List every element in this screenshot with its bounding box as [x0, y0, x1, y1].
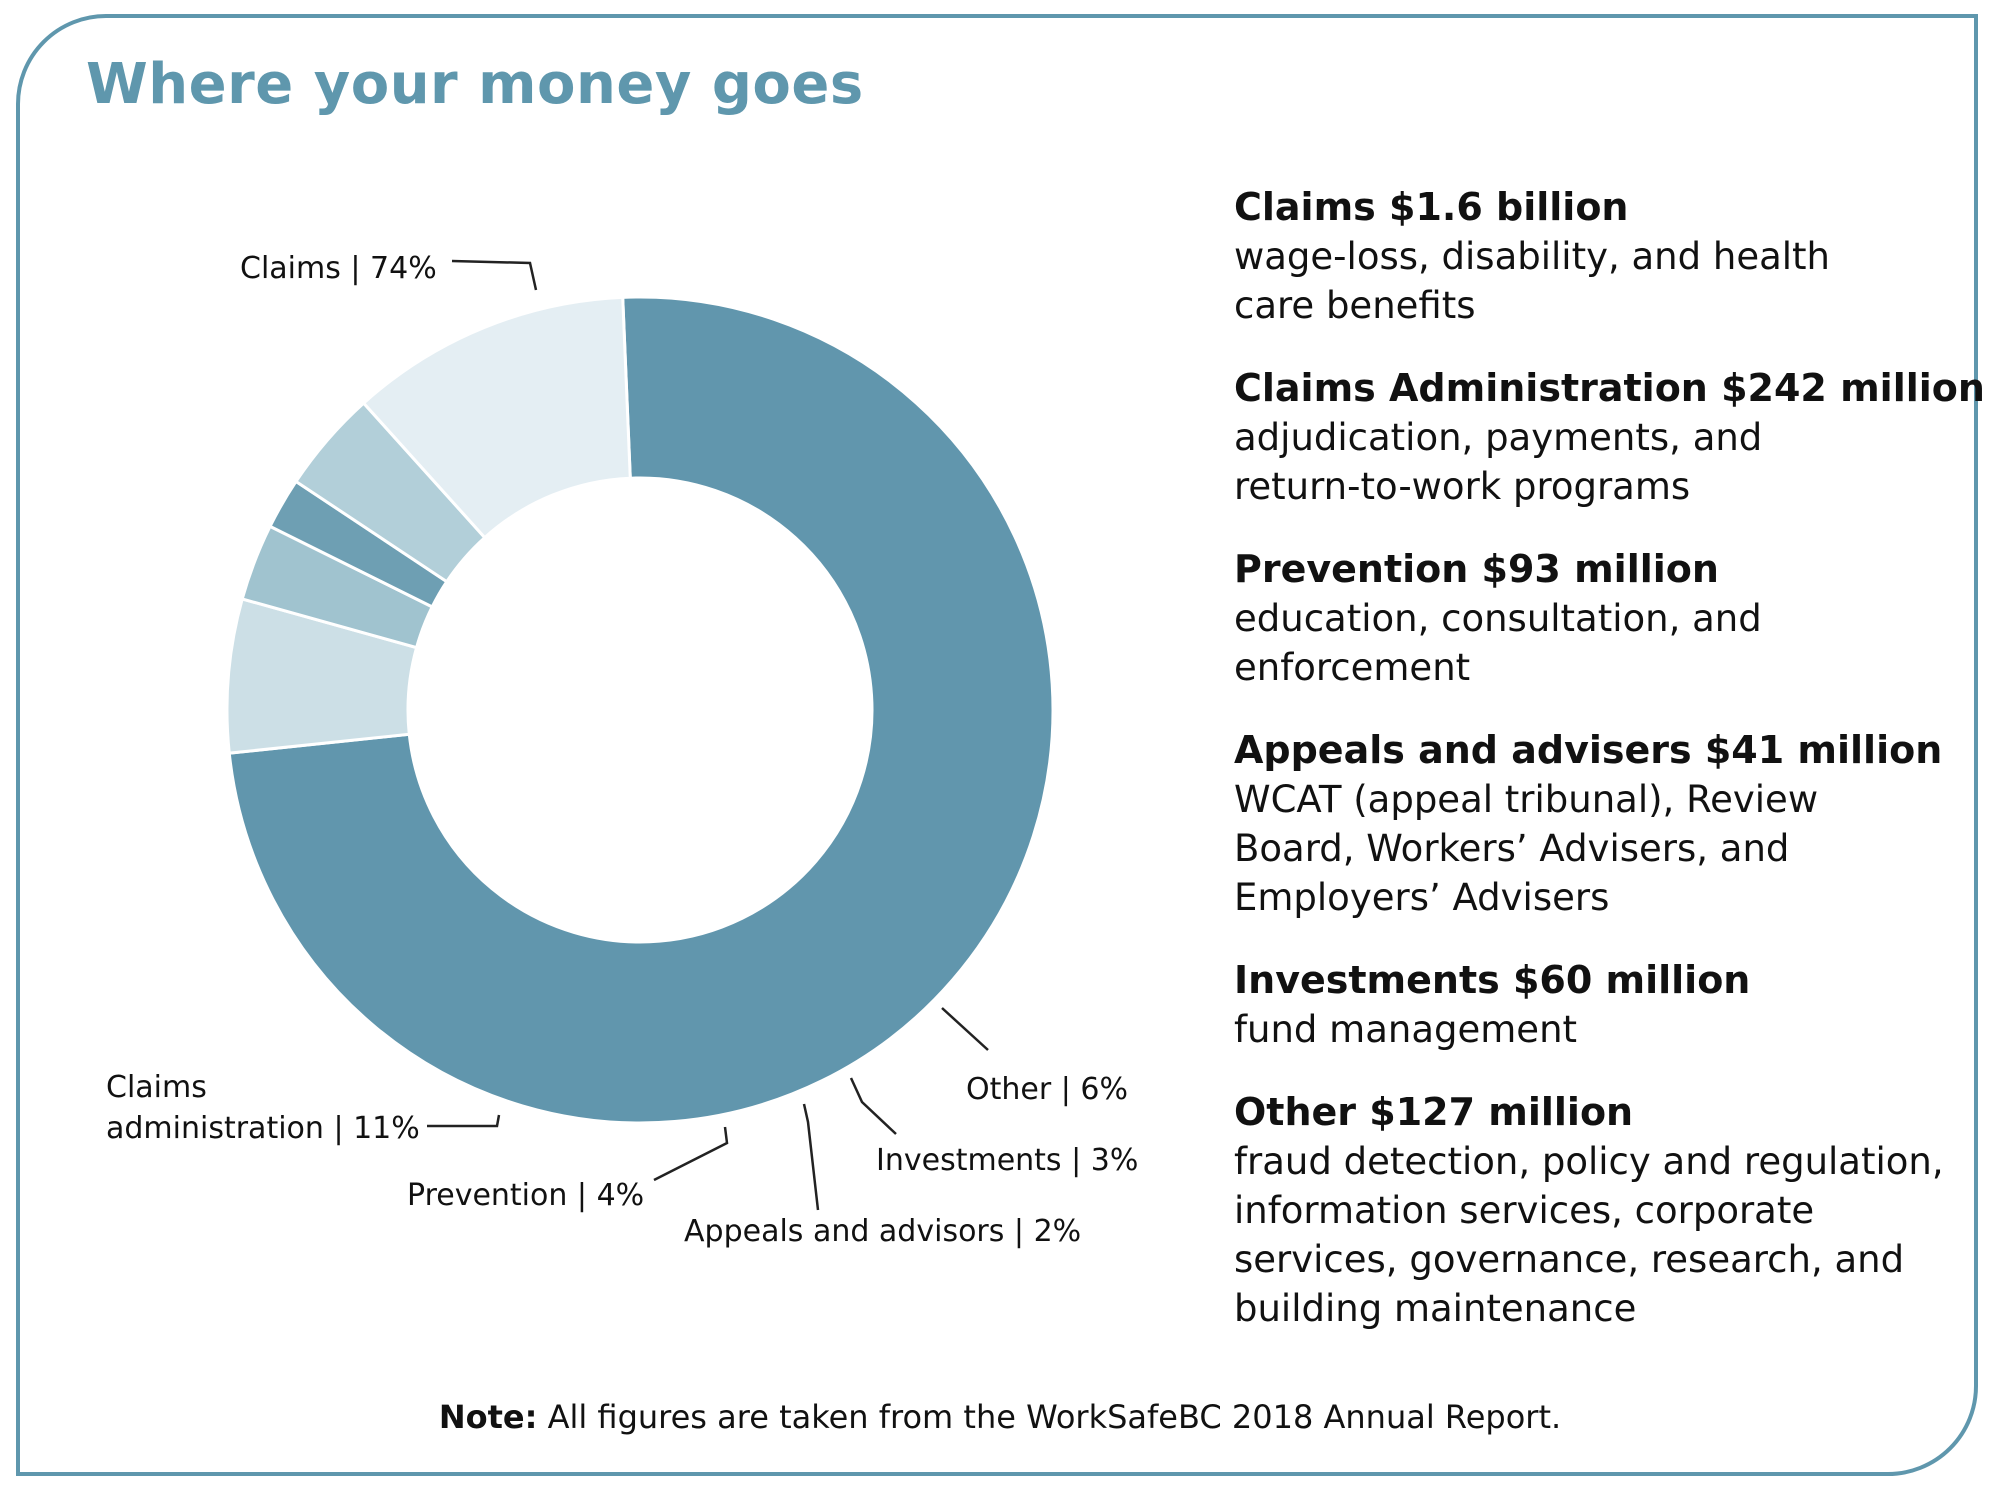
description-body: education, consultation, and enforcement	[1234, 597, 1762, 689]
description-other: Other $127 million fraud detection, poli…	[1234, 1087, 1974, 1333]
card-frame	[16, 14, 1978, 1476]
footnote: Note: All figures are taken from the Wor…	[0, 1398, 2000, 1436]
description-claims-administration: Claims Administration $242 million adjud…	[1234, 363, 1985, 511]
description-prevention: Prevention $93 million education, consul…	[1234, 544, 1974, 692]
description-body: wage-loss, disability, and health care b…	[1234, 235, 1830, 327]
description-body: fund management	[1234, 1008, 1578, 1051]
description-heading: Investments $60 million	[1234, 958, 1751, 1002]
leader-line-investments	[849, 1077, 897, 1135]
data-label-appeals-and-advisors: Appeals and advisors | 2%	[684, 1214, 1081, 1249]
description-heading: Appeals and advisers $41 million	[1234, 728, 1943, 772]
leader-line-claims	[451, 259, 538, 291]
leader-line-prevention	[653, 1126, 729, 1182]
footnote-text: All figures are taken from the WorkSafeB…	[547, 1398, 1562, 1436]
data-label-prevention: Prevention | 4%	[407, 1178, 644, 1213]
footnote-label: Note:	[438, 1398, 538, 1436]
description-body: WCAT (appeal tribunal), Review Board, Wo…	[1234, 778, 1819, 919]
data-label-investments: Investments | 3%	[876, 1143, 1138, 1178]
description-investments: Investments $60 million fund management	[1234, 955, 1974, 1054]
data-label-claims-administration: Claims administration | 11%	[106, 1070, 420, 1146]
description-heading: Other $127 million	[1234, 1090, 1634, 1134]
page-title: Where your money goes	[86, 52, 864, 117]
description-body: fraud detection, policy and regulation, …	[1234, 1140, 1944, 1330]
slice-claims-administration	[361, 295, 632, 540]
description-heading: Prevention $93 million	[1234, 547, 1719, 591]
leader-line-other	[941, 1007, 989, 1051]
data-label-other: Other | 6%	[966, 1072, 1128, 1107]
description-heading: Claims $1.6 billion	[1234, 185, 1629, 229]
leader-line-appeals-and-advisors	[802, 1103, 820, 1211]
slice-claims	[227, 295, 1055, 1125]
description-appeals: Appeals and advisers $41 million WCAT (a…	[1234, 725, 1974, 922]
description-heading: Claims Administration $242 million	[1234, 366, 1985, 410]
description-list: Claims $1.6 billion wage-loss, disabilit…	[1234, 182, 1985, 1366]
leader-line-claims-administration	[427, 1114, 501, 1128]
description-claims: Claims $1.6 billion wage-loss, disabilit…	[1234, 182, 1974, 330]
description-body: adjudication, payments, and return-to-wo…	[1234, 416, 1763, 508]
data-label-claims: Claims | 74%	[240, 251, 437, 286]
